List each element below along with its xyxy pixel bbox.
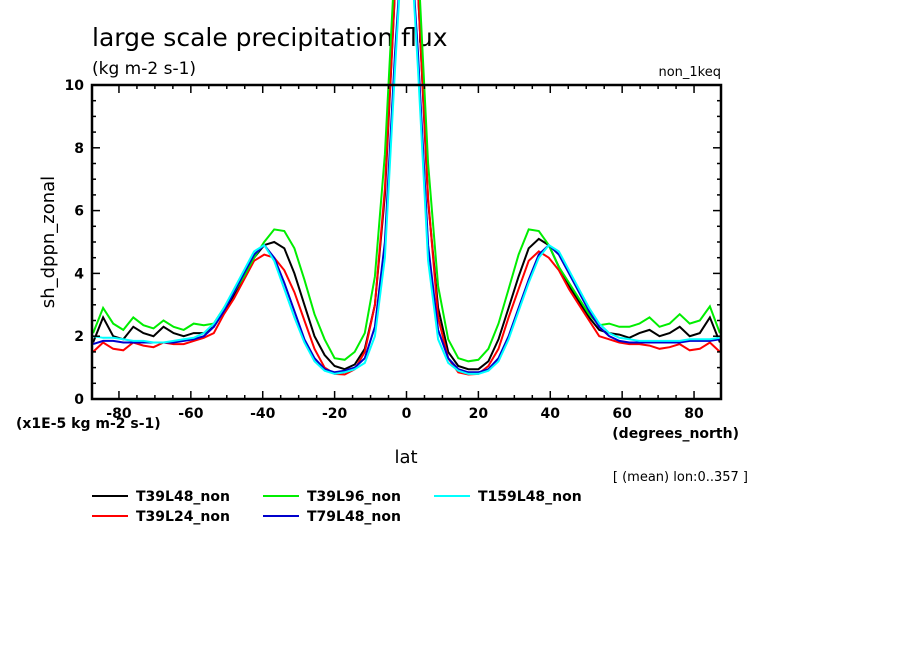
x-tick-label: 0	[402, 406, 412, 422]
series-line-T39L48_non	[92, 0, 721, 371]
series-group	[92, 0, 721, 376]
x-tick-label: -60	[178, 406, 204, 422]
legend-item-T39L96_non: T39L96_non	[263, 489, 401, 505]
y-tick-label: 2	[74, 329, 84, 345]
legend-item-T39L24_non: T39L24_non	[92, 509, 230, 525]
legend-label: T39L96_non	[307, 489, 401, 505]
averaging-note: [ (mean) lon:0..357 ]	[613, 470, 748, 485]
y-tick-label: 4	[74, 266, 84, 282]
series-line-T39L24_non	[92, 0, 721, 376]
series-line-T79L48_non	[92, 0, 721, 374]
y-tick-labels: 0 2 4 6 8 10	[65, 78, 85, 408]
top-right-label: non_1keq	[658, 65, 721, 80]
legend: T39L48_non T39L24_non T39L96_non T79L48_non…	[92, 489, 582, 525]
legend-label: T39L24_non	[136, 509, 230, 525]
x-tick-label: -80	[106, 406, 132, 422]
y-tick-label: 6	[74, 204, 84, 220]
x-tick-label: -20	[322, 406, 348, 422]
y-axis-label: sh_dppn_zonal	[38, 176, 59, 308]
x-axis-label: lat	[394, 447, 417, 468]
tick-group	[92, 84, 721, 400]
x-tick-label: 80	[684, 406, 704, 422]
y-scale-label: (x1E-5 kg m-2 s-1)	[16, 416, 161, 432]
y-tick-label: 8	[74, 141, 84, 157]
legend-label: T159L48_non	[478, 489, 582, 505]
x-tick-labels: -80 -60 -40 -20 0 20 40 60 80	[106, 406, 704, 422]
legend-item-T159L48_non: T159L48_non	[434, 489, 582, 505]
x-tick-label: 20	[469, 406, 489, 422]
chart-units: (kg m-2 s-1)	[92, 59, 196, 79]
y-tick-label: 10	[65, 78, 85, 94]
legend-label: T39L48_non	[136, 489, 230, 505]
x-units-label: (degrees_north)	[612, 426, 739, 442]
series-line-T39L96_non	[92, 0, 721, 363]
x-tick-label: 60	[612, 406, 632, 422]
chart-title: large scale precipitation flux	[92, 23, 448, 52]
y-tick-label: 0	[74, 392, 84, 408]
x-tick-label: 40	[541, 406, 561, 422]
x-tick-label: -40	[250, 406, 276, 422]
legend-item-T39L48_non: T39L48_non	[92, 489, 230, 505]
legend-item-T79L48_non: T79L48_non	[263, 509, 401, 525]
plot-frame	[90, 83, 723, 401]
series-line-T159L48_non	[92, 0, 721, 375]
legend-label: T79L48_non	[307, 509, 401, 525]
